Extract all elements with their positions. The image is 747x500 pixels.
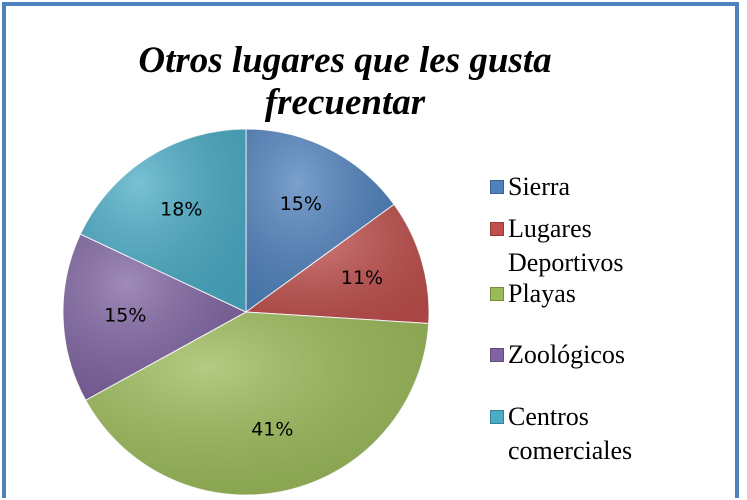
chart-title: Otros lugares que les gusta frecuentar [138, 40, 552, 123]
legend-label: Centros comerciales [508, 402, 633, 465]
data-label: 18% [160, 199, 202, 221]
legend-label: Sierra [508, 172, 571, 201]
data-label: 41% [251, 418, 293, 440]
data-label: 15% [104, 304, 146, 326]
legend-swatch [490, 180, 504, 194]
data-label: 15% [280, 193, 322, 215]
legend-label: Zoológicos [508, 340, 625, 369]
legend-swatch [490, 222, 504, 236]
legend-label: Playas [508, 279, 576, 308]
legend-label: Lugares Deportivos [508, 214, 624, 277]
frame [2, 2, 739, 498]
data-label: 11% [341, 267, 383, 289]
legend-swatch [490, 287, 504, 301]
legend-swatch [490, 410, 504, 424]
legend-swatch [490, 348, 504, 362]
